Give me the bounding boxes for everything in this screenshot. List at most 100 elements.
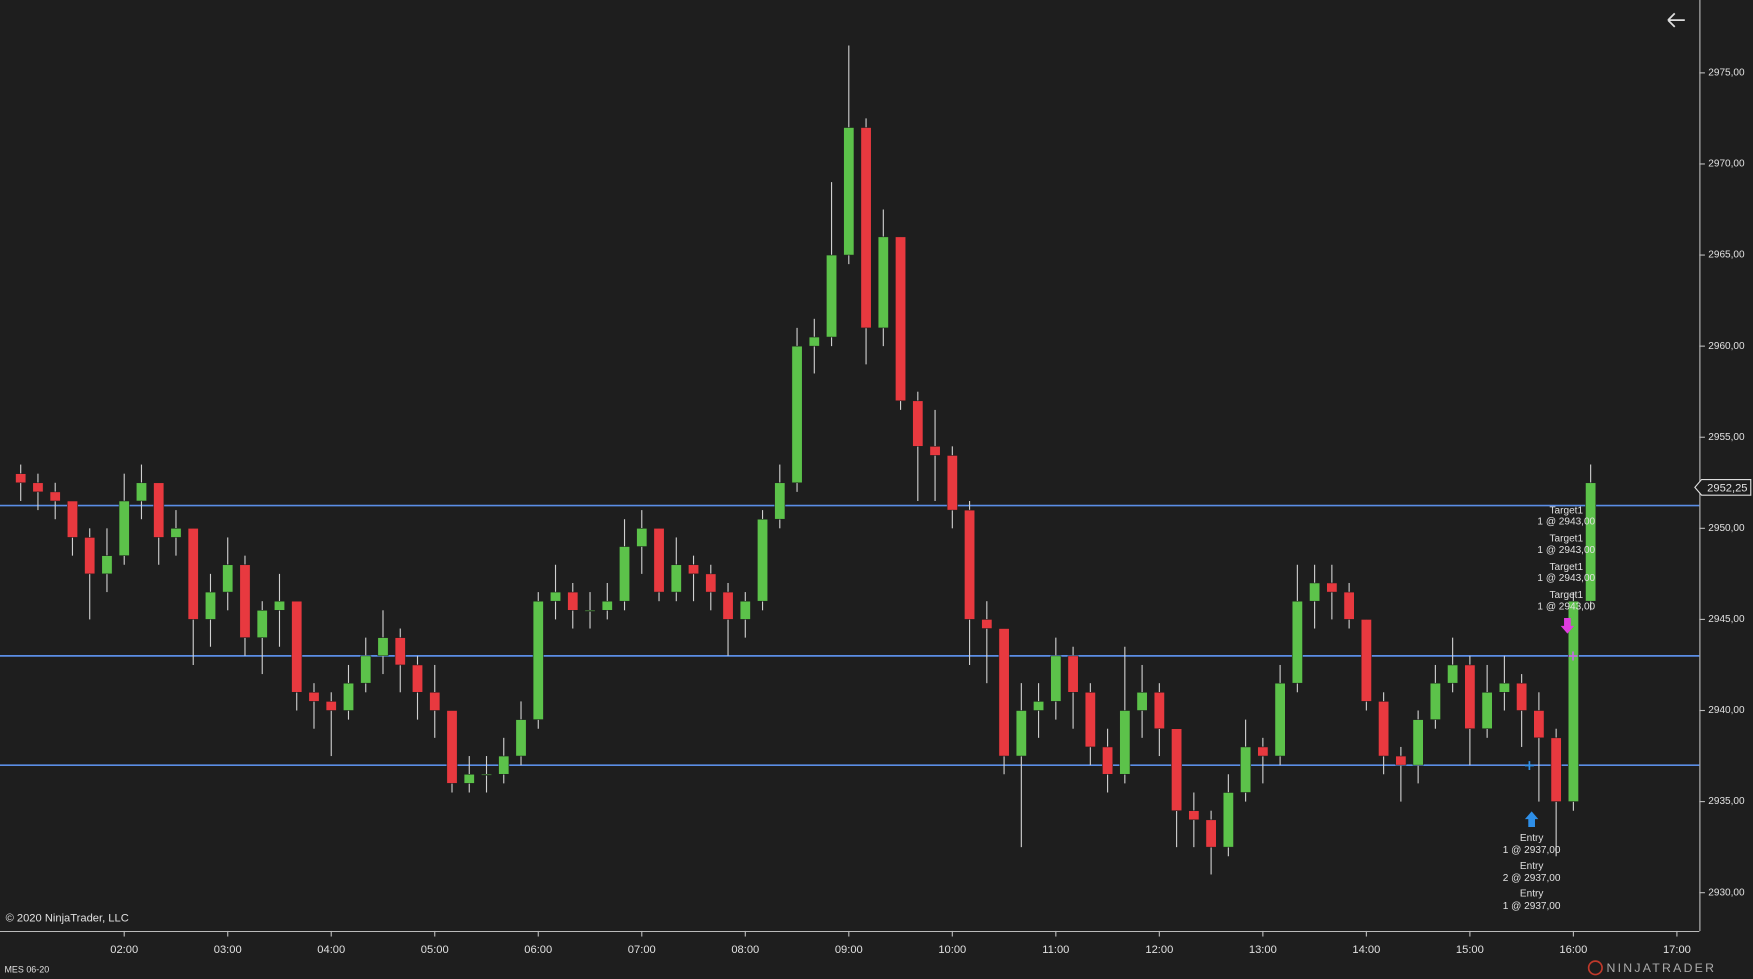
candle-body <box>187 528 199 620</box>
x-tick-label: 16:00 <box>1559 944 1587 956</box>
candle-body <box>463 773 475 784</box>
candle-body <box>84 537 96 575</box>
entry-name: Entry <box>1520 889 1543 900</box>
candle-body <box>912 400 924 447</box>
entry-name: Entry <box>1520 833 1543 844</box>
candle-body <box>32 482 44 493</box>
candle-body <box>1481 692 1493 730</box>
candle-body <box>1550 737 1562 802</box>
candle-body <box>205 591 216 620</box>
y-tick-label: 2945,00 <box>1708 614 1745 625</box>
candle-body <box>739 600 751 620</box>
candle-body <box>550 591 561 602</box>
candle-body <box>1119 710 1131 775</box>
candle-body <box>101 555 113 575</box>
target-detail: 1 @ 2943,00 <box>1537 573 1595 584</box>
entry-detail: 2 @ 2937,00 <box>1503 873 1561 884</box>
x-tick-label: 15:00 <box>1456 944 1484 956</box>
candle-body <box>308 692 320 702</box>
candle-body <box>1567 600 1579 802</box>
candle-body <box>429 692 441 711</box>
candle-body <box>481 773 492 776</box>
candle-body <box>1153 692 1165 730</box>
last-price-box <box>1694 478 1752 496</box>
x-tick-label: 07:00 <box>628 944 656 956</box>
x-tick-label: 08:00 <box>731 944 759 956</box>
target-detail: 1 @ 2943,00 <box>1537 517 1595 528</box>
candle-body <box>843 127 855 256</box>
x-tick-label: 13:00 <box>1249 944 1277 956</box>
target-name: Target1 <box>1550 562 1584 573</box>
candle-body <box>1015 710 1027 757</box>
x-tick-label: 06:00 <box>524 944 552 956</box>
candle-body <box>774 482 786 520</box>
candle-body <box>291 600 303 693</box>
candle-body <box>222 564 234 593</box>
candle-body <box>1188 810 1200 821</box>
candle-body <box>118 500 130 556</box>
y-tick-label: 2955,00 <box>1708 432 1745 443</box>
candle-body <box>377 637 389 657</box>
y-tick-label: 2960,00 <box>1708 341 1745 352</box>
candle-body <box>1309 582 1321 602</box>
candle-body <box>274 600 285 611</box>
candle-body <box>1257 746 1269 757</box>
candle-body <box>1102 746 1114 775</box>
back-button[interactable] <box>1667 12 1685 28</box>
candle-body <box>1326 582 1338 593</box>
candle-body <box>601 600 613 611</box>
candle-body <box>1395 755 1407 766</box>
candle-body <box>1222 792 1234 848</box>
candle-body <box>1378 701 1390 757</box>
copyright: © 2020 NinjaTrader, LLC <box>6 913 129 925</box>
candle-body <box>1447 664 1459 684</box>
candle-body <box>636 528 648 547</box>
y-tick-label: 2970,00 <box>1708 159 1745 170</box>
y-tick-label: 2950,00 <box>1708 523 1745 534</box>
x-tick-label: 09:00 <box>835 944 863 956</box>
y-tick-label: 2975,00 <box>1708 68 1745 79</box>
x-tick-label: 05:00 <box>421 944 449 956</box>
target-name: Target1 <box>1550 534 1584 545</box>
x-tick-label: 12:00 <box>1145 944 1173 956</box>
exit-marker <box>1568 651 1578 661</box>
x-tick-label: 02:00 <box>110 944 138 956</box>
candle-body <box>67 500 78 538</box>
candle-body <box>360 655 372 684</box>
candle-body <box>239 564 251 638</box>
candle-body <box>1360 619 1372 702</box>
candle-body <box>1585 482 1597 602</box>
candle-body <box>1343 591 1355 620</box>
y-tick-label: 2935,00 <box>1708 796 1745 807</box>
candle-body <box>394 637 406 666</box>
candle-body <box>170 528 182 538</box>
candle-body <box>705 573 717 593</box>
candle-body <box>325 701 337 711</box>
candle-body <box>1033 701 1045 711</box>
candle-body <box>567 591 579 611</box>
logo-icon <box>1587 960 1603 976</box>
candle-body <box>532 600 544 720</box>
candle-body <box>670 564 682 593</box>
candle-body <box>791 345 803 484</box>
candle-body <box>946 455 958 511</box>
candle-body <box>15 473 27 484</box>
candle-body <box>1050 655 1062 702</box>
candle-body <box>1516 682 1528 711</box>
candle-body <box>256 610 268 638</box>
candle-body <box>584 610 596 612</box>
candle-body <box>153 482 165 538</box>
candle-body <box>619 546 630 602</box>
x-tick-label: 11:00 <box>1042 944 1069 956</box>
instrument-label: MES 06-20 <box>4 964 49 974</box>
candle-body <box>653 528 665 593</box>
x-tick-label: 04:00 <box>317 944 345 956</box>
entry-arrow <box>1524 811 1539 828</box>
candle-body <box>343 682 354 711</box>
candle-body <box>826 254 838 338</box>
x-tick-label: 10:00 <box>938 944 966 956</box>
candle-body <box>1498 682 1510 693</box>
candle-body <box>929 446 941 456</box>
